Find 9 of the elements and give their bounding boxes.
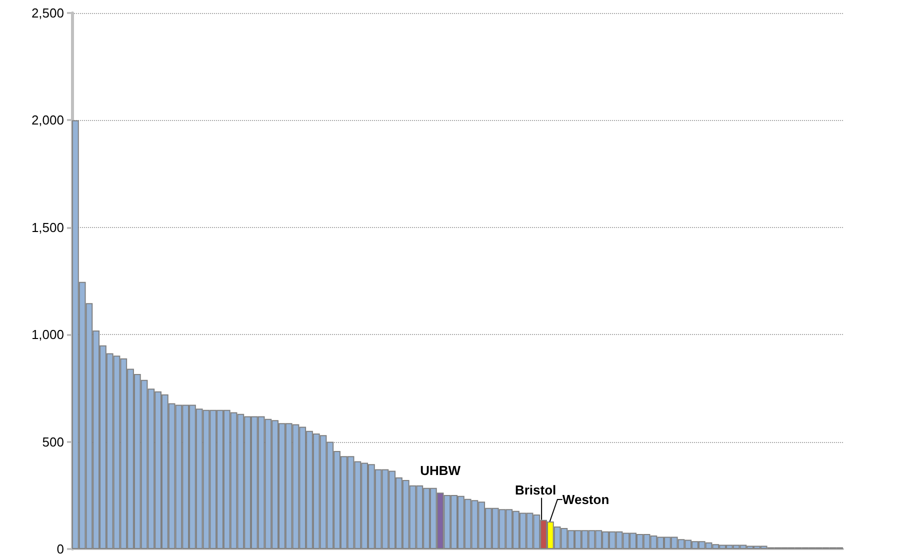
annotation: Bristol xyxy=(514,482,556,498)
annotation: Weston xyxy=(562,492,610,508)
y-tick-label: 1,500 xyxy=(31,220,64,235)
y-tick-label: 2,000 xyxy=(31,112,64,128)
y-tick-label: 500 xyxy=(42,434,64,450)
annotation: UHBW xyxy=(420,463,462,478)
y-tick-label: 0 xyxy=(56,542,64,556)
y-tick-label: 2,500 xyxy=(31,6,64,20)
y-tick-label: 1,000 xyxy=(31,327,64,342)
